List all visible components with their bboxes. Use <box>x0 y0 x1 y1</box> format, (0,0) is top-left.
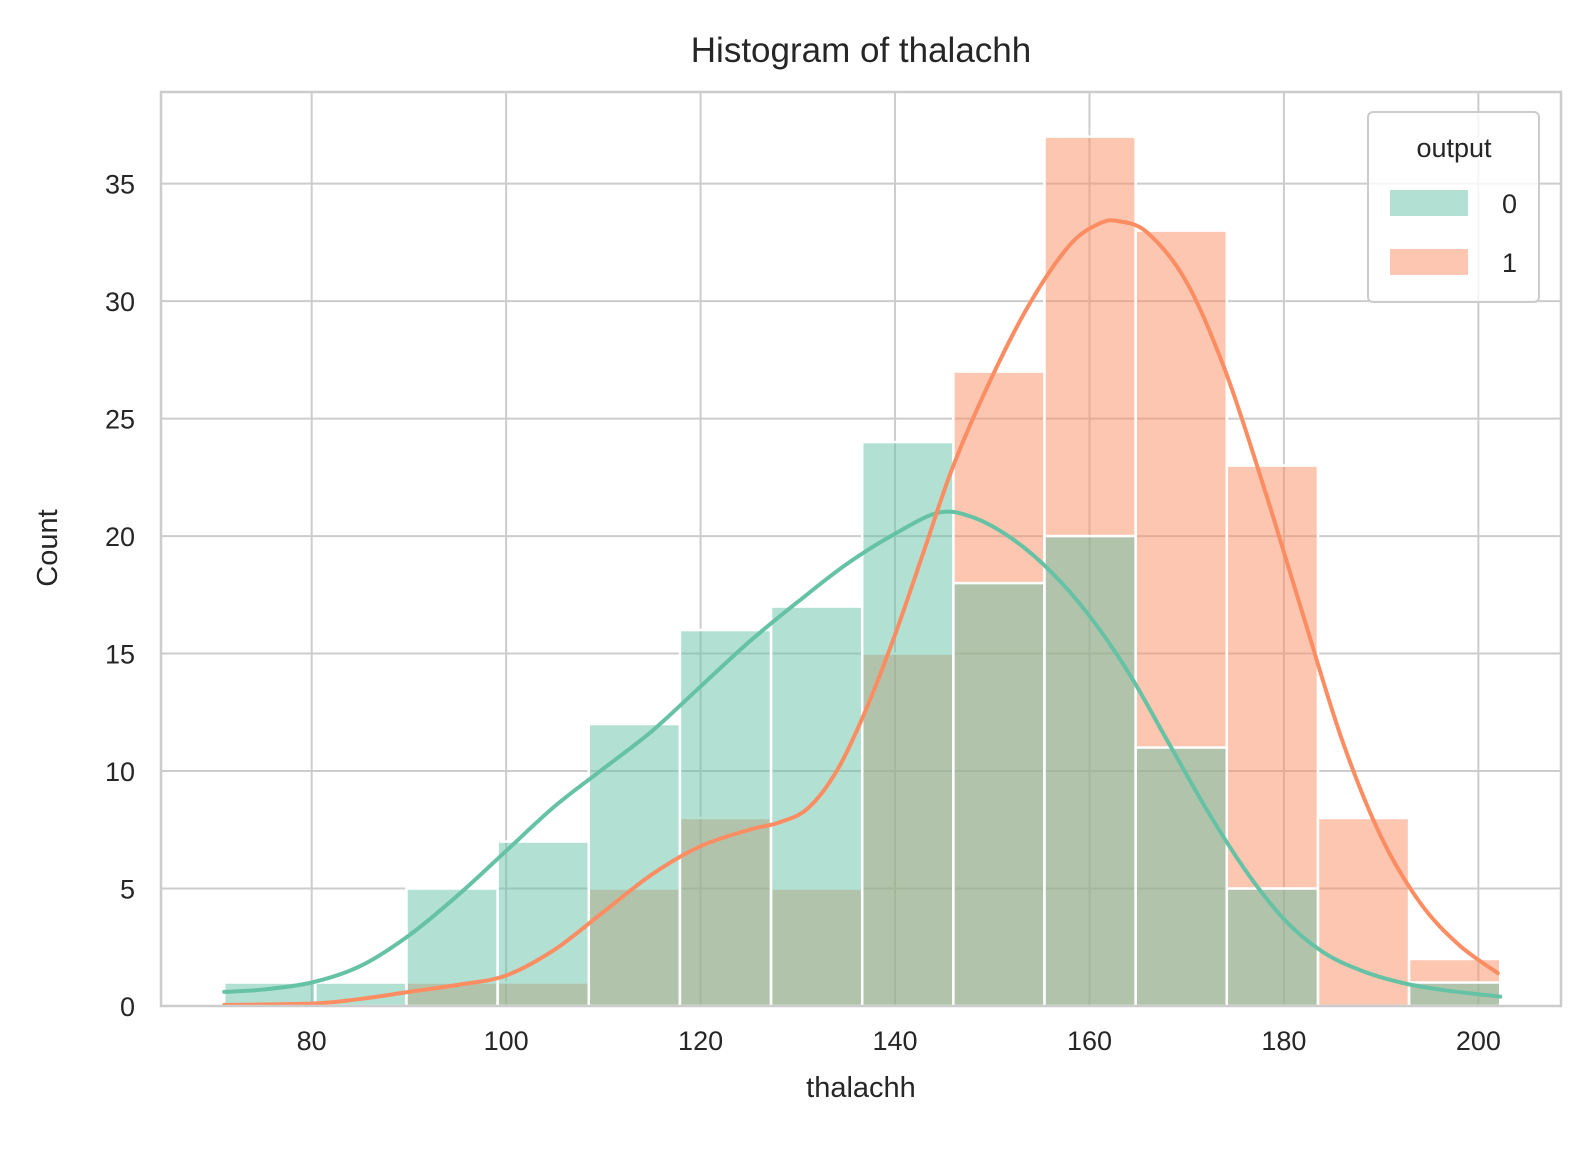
y-tick-label: 25 <box>105 405 135 435</box>
x-tick-label: 80 <box>297 1026 327 1056</box>
y-tick-label: 20 <box>105 522 135 552</box>
legend-label-1: 1 <box>1502 248 1517 278</box>
plot-frame <box>159 90 1563 1008</box>
y-tick-label: 5 <box>120 875 135 905</box>
x-tick-label: 200 <box>1456 1026 1501 1056</box>
x-tick-label: 100 <box>484 1026 529 1056</box>
y-tick-label: 10 <box>105 757 135 787</box>
legend-swatch-0 <box>1390 190 1468 216</box>
histogram-bars <box>222 135 1502 1008</box>
bar-series-0-bin-7 <box>860 440 955 1008</box>
y-tick-label: 0 <box>120 992 135 1022</box>
y-tick-label: 15 <box>105 640 135 670</box>
y-tick-labels: 0 5 10 15 20 25 30 35 <box>105 170 135 1022</box>
x-tick-labels: 80 100 120 140 160 180 200 <box>297 1026 1501 1056</box>
legend-title: output <box>1416 133 1492 163</box>
chart-title: Histogram of thalachh <box>691 31 1031 70</box>
bar-series-0-bin-3 <box>496 840 591 1008</box>
x-tick-label: 160 <box>1067 1026 1112 1056</box>
y-tick-label: 30 <box>105 287 135 317</box>
x-tick-label: 180 <box>1261 1026 1306 1056</box>
bar-series-0-bin-5 <box>678 628 773 1008</box>
bar-series-1-bin-12 <box>1316 816 1411 1008</box>
kde-curves <box>222 218 1503 1007</box>
legend-label-0: 0 <box>1502 189 1517 219</box>
bar-series-0-bin-6 <box>769 605 864 1008</box>
legend: output 0 1 <box>1367 111 1540 303</box>
y-tick-label: 35 <box>105 170 135 200</box>
bar-series-0-bin-8 <box>952 581 1046 1008</box>
bar-series-0-bin-10 <box>1134 746 1229 1008</box>
x-tick-label: 120 <box>678 1026 723 1056</box>
kde-line-series-1 <box>222 218 1500 1007</box>
x-tick-label: 140 <box>872 1026 917 1056</box>
x-axis-label: thalachh <box>806 1072 916 1104</box>
axes-frame <box>159 90 1563 1008</box>
bar-series-0-bin-9 <box>1043 534 1137 1008</box>
y-axis-label: Count <box>32 509 64 586</box>
legend-swatch-1 <box>1390 249 1468 275</box>
